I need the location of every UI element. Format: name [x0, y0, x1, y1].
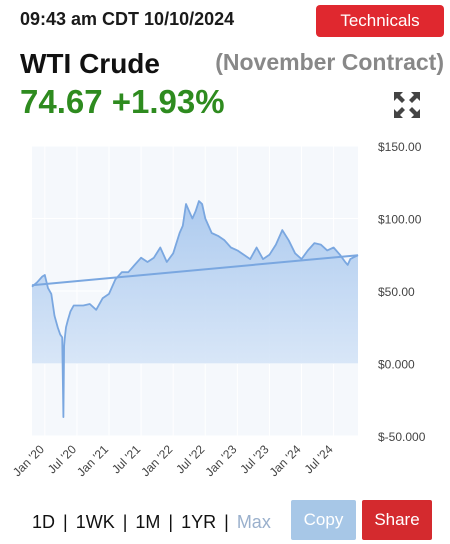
x-tick-label: Jul '23 — [237, 442, 271, 476]
timestamp: 09:43 am CDT 10/10/2024 — [20, 9, 235, 29]
range-max[interactable]: Max — [236, 512, 271, 532]
expand-arrows-icon[interactable] — [394, 92, 420, 118]
y-tick-label: $0.000 — [378, 358, 415, 372]
y-tick-label: $-50.000 — [378, 430, 426, 444]
range-1wk[interactable]: 1WK — [75, 512, 115, 532]
range-separator: | — [122, 512, 128, 532]
x-tick-label: Jan '21 — [74, 442, 111, 479]
x-tick-label: Jul '22 — [173, 442, 207, 476]
price-chart-svg: $150.00 $100.00 $50.00 $0.000 $-50.000 Jan '2… — [10, 140, 426, 479]
price-area — [32, 201, 358, 418]
range-separator: | — [63, 512, 68, 532]
technicals-button[interactable]: Technicals — [316, 5, 444, 37]
range-selector: 1D | 1WK | 1M | 1YR | Max — [32, 512, 271, 533]
y-tick-label: $50.00 — [378, 285, 415, 299]
y-tick-label: $150.00 — [378, 140, 422, 154]
range-1yr[interactable]: 1YR — [181, 512, 217, 532]
range-1m[interactable]: 1M — [135, 512, 161, 532]
range-separator: | — [224, 512, 229, 532]
x-tick-label: Jul '21 — [109, 442, 143, 476]
x-tick-label: Jan '20 — [10, 442, 47, 479]
share-button[interactable]: Share — [362, 500, 432, 540]
x-tick-label: Jan '22 — [138, 442, 175, 479]
y-tick-label: $100.00 — [378, 213, 422, 227]
price-series-line — [31, 200, 359, 419]
contract-label: (November Contract) — [215, 49, 444, 75]
range-1d[interactable]: 1D — [32, 512, 56, 532]
x-tick-label: Jul '20 — [45, 442, 79, 476]
x-tick-label: Jul '24 — [302, 442, 336, 476]
instrument-name: WTI Crude — [20, 48, 160, 79]
range-separator: | — [168, 512, 174, 532]
trend-line — [31, 254, 359, 287]
copy-button[interactable]: Copy — [291, 500, 356, 540]
price-change: 74.67 +1.93% — [20, 83, 225, 120]
x-tick-label: Jan '23 — [202, 442, 239, 479]
price-chart: $150.00 $100.00 $50.00 $0.000 $-50.000 Jan '2… — [0, 135, 450, 495]
x-tick-label: Jan '24 — [267, 442, 304, 479]
